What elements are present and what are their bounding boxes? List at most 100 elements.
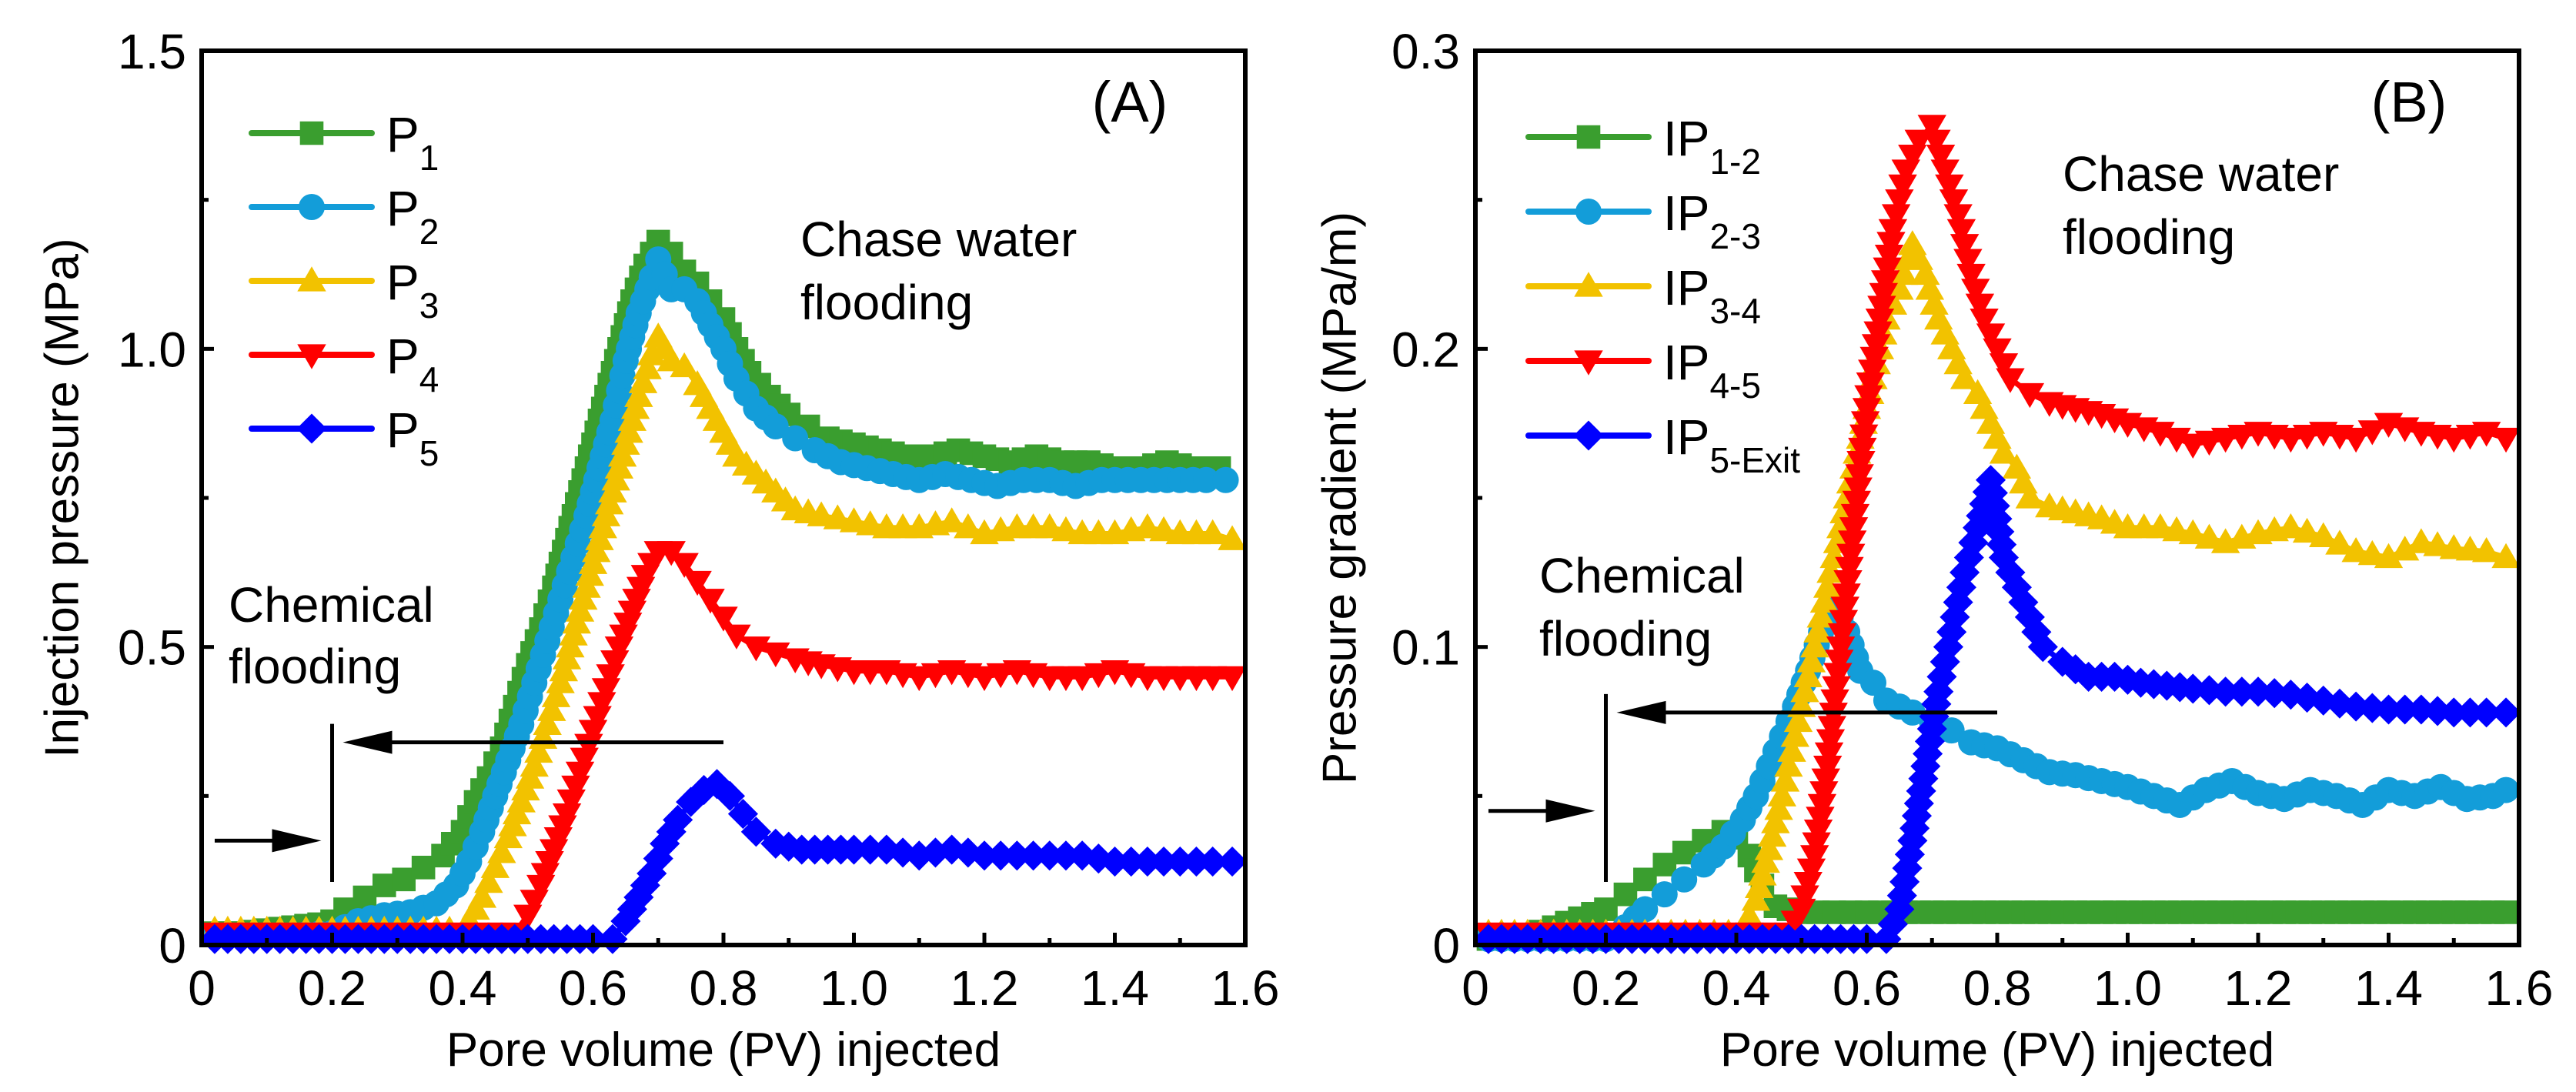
data-point (1018, 840, 1049, 871)
data-point (1132, 846, 1163, 877)
data-point (1652, 853, 1677, 877)
data-point (1813, 573, 1843, 598)
data-point (1811, 768, 1840, 793)
data-point (1099, 846, 1131, 877)
chase-water-arrowhead (1616, 700, 1666, 724)
x-tick-label: 1.0 (2093, 960, 2162, 1016)
data-point (2178, 519, 2207, 545)
data-point (1819, 703, 1848, 728)
data-point (1218, 525, 1247, 550)
data-point (533, 710, 562, 735)
data-point (937, 507, 967, 533)
data-point (1873, 257, 1902, 282)
data-point (2100, 661, 2130, 692)
data-point (1876, 232, 1906, 257)
legend-marker-diamond-icon (1573, 420, 1604, 451)
data-point (1950, 364, 1980, 389)
y-tick-label: 1.0 (118, 322, 186, 377)
data-point (1814, 742, 1844, 768)
data-point (1787, 898, 1816, 924)
data-point (2390, 694, 2421, 725)
data-point (1950, 234, 1980, 259)
legend-marker-square-icon (299, 121, 324, 145)
data-point (1817, 716, 1846, 741)
axis-ticks: 0 0.2 0.4 0.6 0.8 1.0 1.2 1.4 1.6 0 0.5 1.0 1.5 (118, 24, 1279, 1016)
data-point (727, 799, 758, 830)
data-point (1886, 880, 1917, 911)
data-point (2015, 483, 2045, 509)
chase-water-label-line1: Chase water (2063, 146, 2339, 202)
data-point (2210, 676, 2241, 707)
x-tick-label: 0.4 (429, 960, 497, 1016)
y-axis-title: Pressure gradient (MPa/m) (1313, 212, 1366, 784)
data-point (1827, 623, 1857, 649)
data-point (1816, 729, 1846, 754)
data-point (2491, 543, 2521, 569)
data-point (1051, 516, 1081, 542)
data-point (714, 780, 746, 811)
data-point (1777, 736, 1806, 762)
data-point (1800, 845, 1829, 870)
legend-item: IP4-5 (1525, 335, 1761, 406)
data-point (591, 678, 621, 703)
data-point (670, 352, 699, 378)
data-point (2210, 427, 2240, 453)
data-point (1796, 858, 1826, 883)
legend-label: P5 (386, 402, 439, 473)
data-point (1911, 259, 1940, 286)
chemical-flooding-label-line2: flooding (1539, 611, 1712, 666)
data-point (2491, 697, 2521, 728)
data-point (2027, 632, 2058, 663)
data-point (1193, 466, 1220, 493)
data-point (1859, 346, 1889, 372)
data-point (807, 501, 836, 526)
data-point (954, 513, 983, 539)
data-point (2015, 382, 2045, 409)
chase-water-arrowhead (342, 730, 393, 754)
data-point (1889, 867, 1920, 897)
data-point (2178, 433, 2207, 459)
data-point (1846, 451, 1876, 476)
data-point (1939, 189, 1969, 215)
data-point (1871, 923, 1902, 954)
data-point (1861, 334, 1891, 359)
data-point (1632, 896, 1659, 923)
data-point (1938, 717, 1965, 744)
data-point (1803, 617, 1833, 643)
data-point (487, 838, 516, 863)
data-point (1852, 398, 1882, 423)
legend-label: P3 (386, 255, 439, 326)
data-point (1988, 542, 2020, 573)
data-point (1989, 439, 2019, 464)
legend-label: IP1-2 (1663, 111, 1761, 182)
data-point (2374, 543, 2404, 569)
data-point (1822, 676, 1851, 702)
chase-water-label-line1: Chase water (800, 212, 1077, 267)
data-point (2001, 572, 2032, 603)
data-point (2227, 676, 2257, 707)
data-point (985, 840, 1016, 871)
data-point (1930, 159, 1960, 185)
data-point (570, 747, 599, 773)
data-point (1001, 840, 1032, 871)
data-point (1212, 466, 1239, 493)
data-point (1802, 832, 1831, 857)
data-point (2439, 427, 2468, 453)
data-point (1748, 860, 1777, 886)
data-point (552, 803, 582, 829)
data-point (1995, 557, 2026, 588)
y-tick-label: 0.5 (118, 620, 186, 676)
data-point (556, 789, 586, 815)
data-point (1051, 840, 1081, 871)
data-point (2494, 900, 2518, 924)
data-point (1594, 897, 1618, 921)
data-point (970, 666, 999, 692)
data-point (1946, 219, 1976, 245)
x-tick-label: 0.6 (1833, 960, 1901, 1016)
data-point (643, 843, 673, 874)
data-point (1084, 663, 1114, 689)
data-point (1790, 677, 1819, 703)
data-point (1984, 516, 2015, 547)
